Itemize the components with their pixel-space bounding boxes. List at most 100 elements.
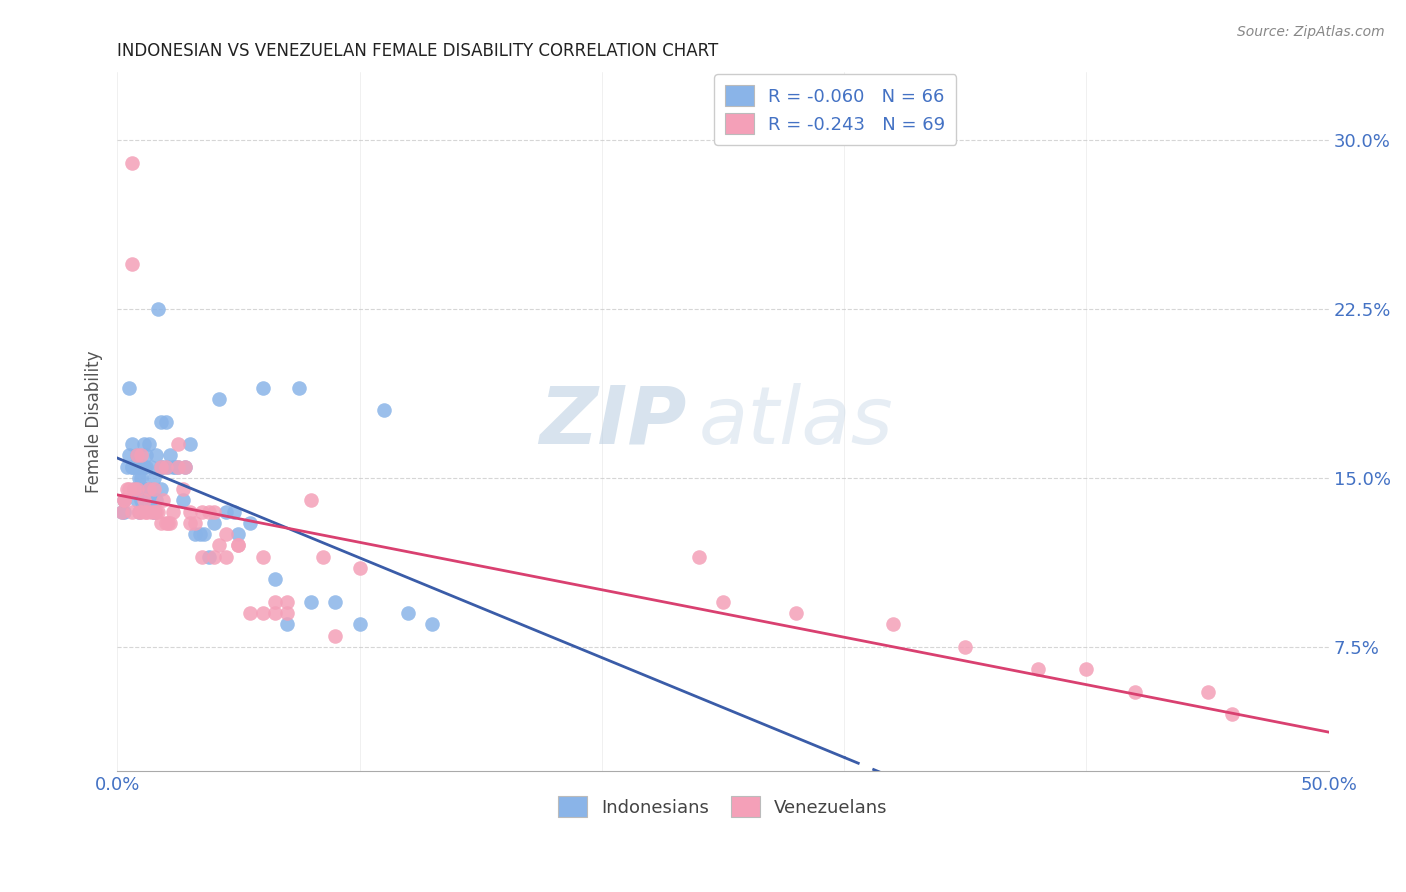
Point bbox=[121, 257, 143, 271]
Point bbox=[139, 505, 162, 519]
Point bbox=[125, 482, 148, 496]
Point bbox=[239, 516, 262, 530]
Point bbox=[215, 549, 238, 564]
Point bbox=[166, 459, 188, 474]
Point bbox=[125, 448, 148, 462]
Point bbox=[208, 392, 231, 406]
Point bbox=[162, 505, 184, 519]
Point bbox=[420, 617, 443, 632]
Point bbox=[183, 527, 205, 541]
Point bbox=[111, 505, 134, 519]
Text: atlas: atlas bbox=[699, 383, 893, 460]
Point bbox=[323, 595, 346, 609]
Point bbox=[145, 505, 167, 519]
Point bbox=[208, 538, 231, 552]
Point bbox=[122, 482, 145, 496]
Point bbox=[152, 493, 174, 508]
Point bbox=[122, 459, 145, 474]
Point bbox=[128, 459, 150, 474]
Point bbox=[138, 482, 160, 496]
Point bbox=[131, 448, 153, 462]
Point bbox=[174, 459, 197, 474]
Point bbox=[132, 459, 155, 474]
Point bbox=[148, 301, 170, 316]
Point bbox=[263, 606, 285, 620]
Point bbox=[131, 505, 153, 519]
Point bbox=[179, 437, 201, 451]
Point bbox=[139, 459, 162, 474]
Point bbox=[135, 448, 157, 462]
Point bbox=[131, 493, 153, 508]
Point bbox=[312, 549, 335, 564]
Point bbox=[202, 549, 225, 564]
Point bbox=[373, 403, 395, 417]
Point bbox=[138, 437, 160, 451]
Point bbox=[122, 482, 145, 496]
Point bbox=[349, 617, 371, 632]
Point bbox=[172, 482, 194, 496]
Point bbox=[149, 459, 172, 474]
Point bbox=[142, 482, 165, 496]
Point bbox=[276, 595, 298, 609]
Point bbox=[148, 505, 170, 519]
Point bbox=[276, 606, 298, 620]
Point bbox=[138, 482, 160, 496]
Text: Source: ZipAtlas.com: Source: ZipAtlas.com bbox=[1237, 25, 1385, 39]
Point bbox=[121, 155, 143, 169]
Point bbox=[215, 505, 238, 519]
Point bbox=[276, 617, 298, 632]
Point bbox=[882, 617, 904, 632]
Point bbox=[1123, 685, 1146, 699]
Point bbox=[711, 595, 734, 609]
Point bbox=[222, 505, 245, 519]
Point bbox=[142, 471, 165, 485]
Point bbox=[193, 527, 215, 541]
Point bbox=[323, 628, 346, 642]
Point bbox=[172, 493, 194, 508]
Point bbox=[157, 459, 180, 474]
Point bbox=[1076, 662, 1098, 676]
Point bbox=[115, 459, 138, 474]
Point bbox=[121, 437, 143, 451]
Point bbox=[125, 448, 148, 462]
Point bbox=[111, 505, 134, 519]
Point bbox=[188, 527, 211, 541]
Y-axis label: Female Disability: Female Disability bbox=[86, 351, 103, 492]
Point bbox=[202, 505, 225, 519]
Point bbox=[135, 505, 157, 519]
Point bbox=[179, 516, 201, 530]
Point bbox=[121, 505, 143, 519]
Point bbox=[198, 549, 221, 564]
Point bbox=[1220, 707, 1243, 722]
Point bbox=[121, 459, 143, 474]
Point bbox=[114, 493, 136, 508]
Point bbox=[174, 459, 197, 474]
Point bbox=[349, 561, 371, 575]
Point bbox=[955, 640, 977, 654]
Point bbox=[118, 448, 141, 462]
Point bbox=[299, 493, 322, 508]
Point bbox=[263, 595, 285, 609]
Point bbox=[135, 505, 157, 519]
Point bbox=[118, 482, 141, 496]
Point bbox=[149, 482, 172, 496]
Point bbox=[202, 516, 225, 530]
Point bbox=[128, 505, 150, 519]
Point bbox=[159, 516, 181, 530]
Point bbox=[166, 459, 188, 474]
Point bbox=[118, 381, 141, 395]
Point bbox=[263, 572, 285, 586]
Point bbox=[128, 471, 150, 485]
Point bbox=[139, 493, 162, 508]
Point bbox=[157, 516, 180, 530]
Point bbox=[215, 527, 238, 541]
Point bbox=[228, 538, 250, 552]
Point bbox=[149, 516, 172, 530]
Point bbox=[115, 482, 138, 496]
Legend: Indonesians, Venezuelans: Indonesians, Venezuelans bbox=[551, 789, 896, 824]
Point bbox=[142, 505, 165, 519]
Point bbox=[288, 381, 311, 395]
Text: INDONESIAN VS VENEZUELAN FEMALE DISABILITY CORRELATION CHART: INDONESIAN VS VENEZUELAN FEMALE DISABILI… bbox=[117, 42, 718, 60]
Point bbox=[252, 381, 274, 395]
Point bbox=[166, 437, 188, 451]
